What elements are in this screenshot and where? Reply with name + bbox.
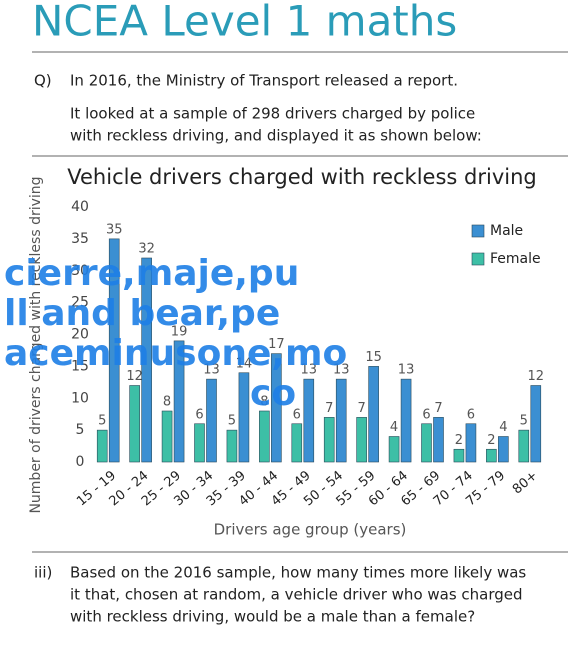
data-label: 12 (126, 369, 143, 384)
y-tick-label: 5 (76, 422, 85, 438)
legend-swatch (471, 224, 485, 238)
bar (356, 417, 367, 463)
data-label: 5 (98, 414, 106, 429)
y-tick-label: 15 (71, 358, 89, 374)
data-label: 4 (499, 420, 507, 435)
data-label: 13 (301, 363, 318, 378)
bar (335, 378, 347, 463)
data-label: 6 (422, 407, 430, 422)
sub-question-label: iii) (34, 564, 52, 582)
data-label: 17 (268, 337, 285, 352)
sub-question-line: it that, chosen at random, a vehicle dri… (70, 586, 523, 604)
bar (303, 378, 315, 463)
legend-label: Male (490, 223, 523, 239)
data-label: 2 (455, 433, 463, 448)
y-tick-label: 40 (71, 199, 89, 215)
question-label: Q) (34, 72, 52, 90)
y-tick-label: 30 (71, 263, 89, 279)
bar (259, 410, 270, 463)
bar (129, 385, 140, 463)
x-tick-label: 80+ (510, 468, 541, 497)
watermark-line: cierre,maje,pu (4, 253, 299, 294)
watermark-line: ll and bear,pe (4, 293, 280, 334)
data-label: 35 (106, 222, 123, 237)
watermark-line: co (250, 373, 296, 414)
bar (518, 429, 530, 463)
bar (323, 417, 335, 463)
sub-question-line: Based on the 2016 sample, how many times… (70, 564, 526, 582)
data-label: 15 (365, 350, 382, 365)
y-tick-label: 0 (76, 454, 85, 470)
bar (291, 423, 303, 463)
bar (388, 436, 400, 463)
bar (421, 423, 432, 463)
data-label: 13 (333, 363, 350, 378)
y-tick-label: 20 (71, 327, 89, 343)
data-label: 8 (260, 395, 268, 410)
sub-question-line: with reckless driving, would be a male t… (70, 608, 475, 626)
data-label: 4 (390, 420, 398, 435)
bar (194, 423, 205, 463)
bar (400, 378, 412, 463)
bar (238, 372, 250, 463)
chart-title: Vehicle drivers charged with reckless dr… (67, 165, 536, 189)
y-tick-label: 10 (71, 390, 89, 406)
bar (108, 238, 120, 463)
question-line: In 2016, the Ministry of Transport relea… (70, 72, 458, 90)
bar (368, 366, 379, 463)
x-axis-label: Drivers age group (years) (214, 521, 407, 539)
bar (161, 410, 173, 463)
data-label: 2 (487, 433, 495, 448)
data-label: 7 (325, 401, 333, 416)
bar (433, 417, 444, 463)
bar (530, 385, 542, 463)
bar (453, 448, 465, 463)
data-label: 14 (236, 356, 253, 371)
bar (271, 353, 282, 463)
legend-label: Female (490, 251, 541, 267)
data-label: 8 (163, 395, 171, 410)
bar (486, 448, 497, 463)
data-label: 5 (228, 414, 236, 429)
data-label: 12 (528, 369, 545, 384)
data-label: 6 (293, 407, 301, 422)
bar (96, 429, 108, 463)
bar (226, 429, 238, 463)
data-label: 7 (434, 401, 442, 416)
bar (141, 257, 152, 463)
y-tick-label: 35 (71, 231, 89, 247)
bar (206, 378, 217, 463)
data-label: 6 (195, 407, 203, 422)
data-label: 13 (398, 363, 415, 378)
data-label: 5 (520, 414, 528, 429)
y-tick-label: 25 (71, 295, 89, 311)
page-title: NCEA Level 1 maths (32, 0, 457, 46)
data-label: 13 (203, 363, 220, 378)
data-label: 19 (171, 324, 188, 339)
data-label: 7 (358, 401, 366, 416)
bar (465, 423, 477, 463)
legend-swatch (471, 252, 485, 266)
y-axis-label: Number of drivers charged with reckless … (28, 176, 44, 513)
question-line: It looked at a sample of 298 drivers cha… (70, 105, 475, 123)
data-label: 6 (467, 407, 475, 422)
bar (173, 340, 185, 463)
question-line: with reckless driving, and displayed it … (70, 127, 482, 145)
bar (498, 436, 509, 463)
watermark-line: aceminusone,mo (4, 333, 347, 374)
data-label: 32 (138, 242, 155, 257)
